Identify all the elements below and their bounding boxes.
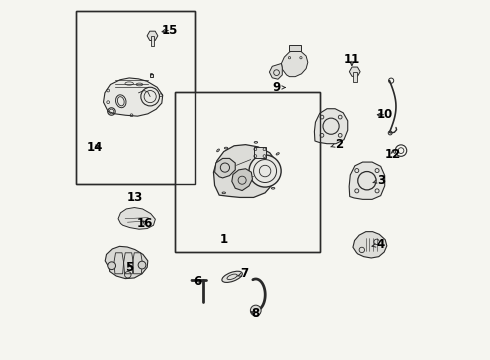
- Bar: [254, 147, 266, 158]
- Bar: [150, 74, 153, 77]
- Bar: [175, 92, 320, 252]
- Text: 13: 13: [126, 191, 143, 204]
- Polygon shape: [353, 231, 387, 258]
- Polygon shape: [349, 162, 385, 199]
- Ellipse shape: [276, 153, 279, 155]
- Polygon shape: [315, 109, 348, 144]
- Text: 2: 2: [331, 138, 343, 150]
- Text: 16: 16: [137, 216, 153, 230]
- Ellipse shape: [271, 188, 275, 189]
- Text: 3: 3: [373, 174, 385, 186]
- Text: 10: 10: [377, 108, 393, 121]
- Bar: [175, 92, 320, 252]
- Polygon shape: [103, 78, 163, 116]
- Polygon shape: [105, 246, 148, 279]
- Polygon shape: [214, 145, 278, 197]
- Bar: [76, 12, 195, 184]
- Bar: [76, 12, 195, 184]
- Text: 5: 5: [125, 261, 134, 274]
- Circle shape: [138, 261, 146, 269]
- Ellipse shape: [222, 192, 225, 194]
- Polygon shape: [215, 158, 235, 178]
- Circle shape: [249, 155, 281, 187]
- Polygon shape: [290, 45, 301, 51]
- Ellipse shape: [222, 271, 243, 282]
- Polygon shape: [147, 31, 158, 40]
- Text: 11: 11: [344, 53, 360, 66]
- Circle shape: [250, 305, 261, 316]
- Ellipse shape: [224, 147, 228, 149]
- Text: 4: 4: [372, 238, 385, 251]
- Text: 1: 1: [220, 233, 227, 246]
- Polygon shape: [118, 208, 155, 229]
- Text: 12: 12: [385, 148, 401, 161]
- Polygon shape: [270, 63, 282, 79]
- Polygon shape: [349, 67, 360, 76]
- Text: 7: 7: [238, 267, 248, 280]
- Text: 14: 14: [86, 140, 102, 153]
- Text: 15: 15: [162, 24, 178, 37]
- Bar: [151, 36, 154, 45]
- Ellipse shape: [254, 141, 258, 143]
- Text: 6: 6: [194, 275, 202, 288]
- Bar: [353, 72, 357, 82]
- Circle shape: [108, 262, 116, 270]
- Text: 9: 9: [272, 81, 285, 94]
- Polygon shape: [232, 169, 252, 190]
- Text: 8: 8: [251, 307, 259, 320]
- Ellipse shape: [217, 149, 220, 152]
- Polygon shape: [281, 50, 308, 77]
- Circle shape: [191, 280, 193, 281]
